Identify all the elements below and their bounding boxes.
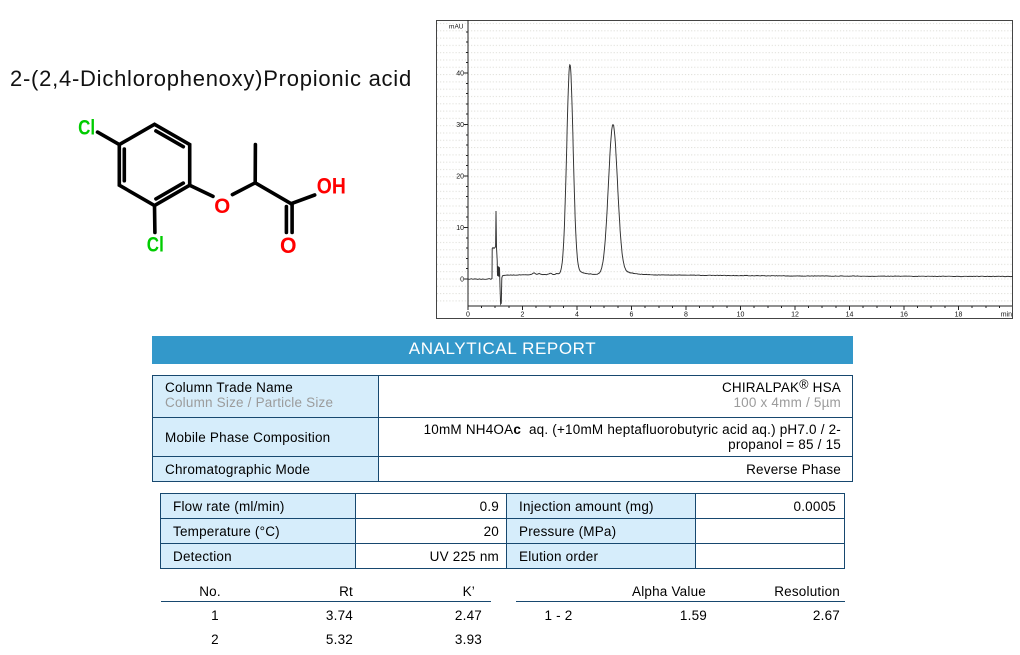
svg-text:10: 10 bbox=[456, 225, 464, 232]
svg-text:O: O bbox=[280, 233, 297, 258]
svg-text:0: 0 bbox=[466, 312, 470, 319]
svg-text:0: 0 bbox=[460, 277, 464, 284]
svg-text:4: 4 bbox=[575, 312, 579, 319]
svg-text:6: 6 bbox=[630, 312, 634, 319]
svg-text:18: 18 bbox=[955, 312, 963, 319]
svg-text:Cl: Cl bbox=[147, 232, 164, 256]
svg-text:12: 12 bbox=[791, 312, 799, 319]
svg-text:OH: OH bbox=[317, 174, 346, 199]
svg-text:Cl: Cl bbox=[78, 116, 95, 140]
svg-text:min: min bbox=[1001, 312, 1012, 319]
svg-text:40: 40 bbox=[456, 71, 464, 78]
svg-text:20: 20 bbox=[456, 174, 464, 181]
svg-text:8: 8 bbox=[684, 312, 688, 319]
svg-text:16: 16 bbox=[900, 312, 908, 319]
svg-text:10: 10 bbox=[737, 312, 745, 319]
svg-text:O: O bbox=[214, 194, 230, 218]
svg-text:mAU: mAU bbox=[449, 24, 464, 31]
svg-text:30: 30 bbox=[456, 122, 464, 129]
svg-text:14: 14 bbox=[846, 312, 854, 319]
svg-text:2: 2 bbox=[521, 312, 525, 319]
